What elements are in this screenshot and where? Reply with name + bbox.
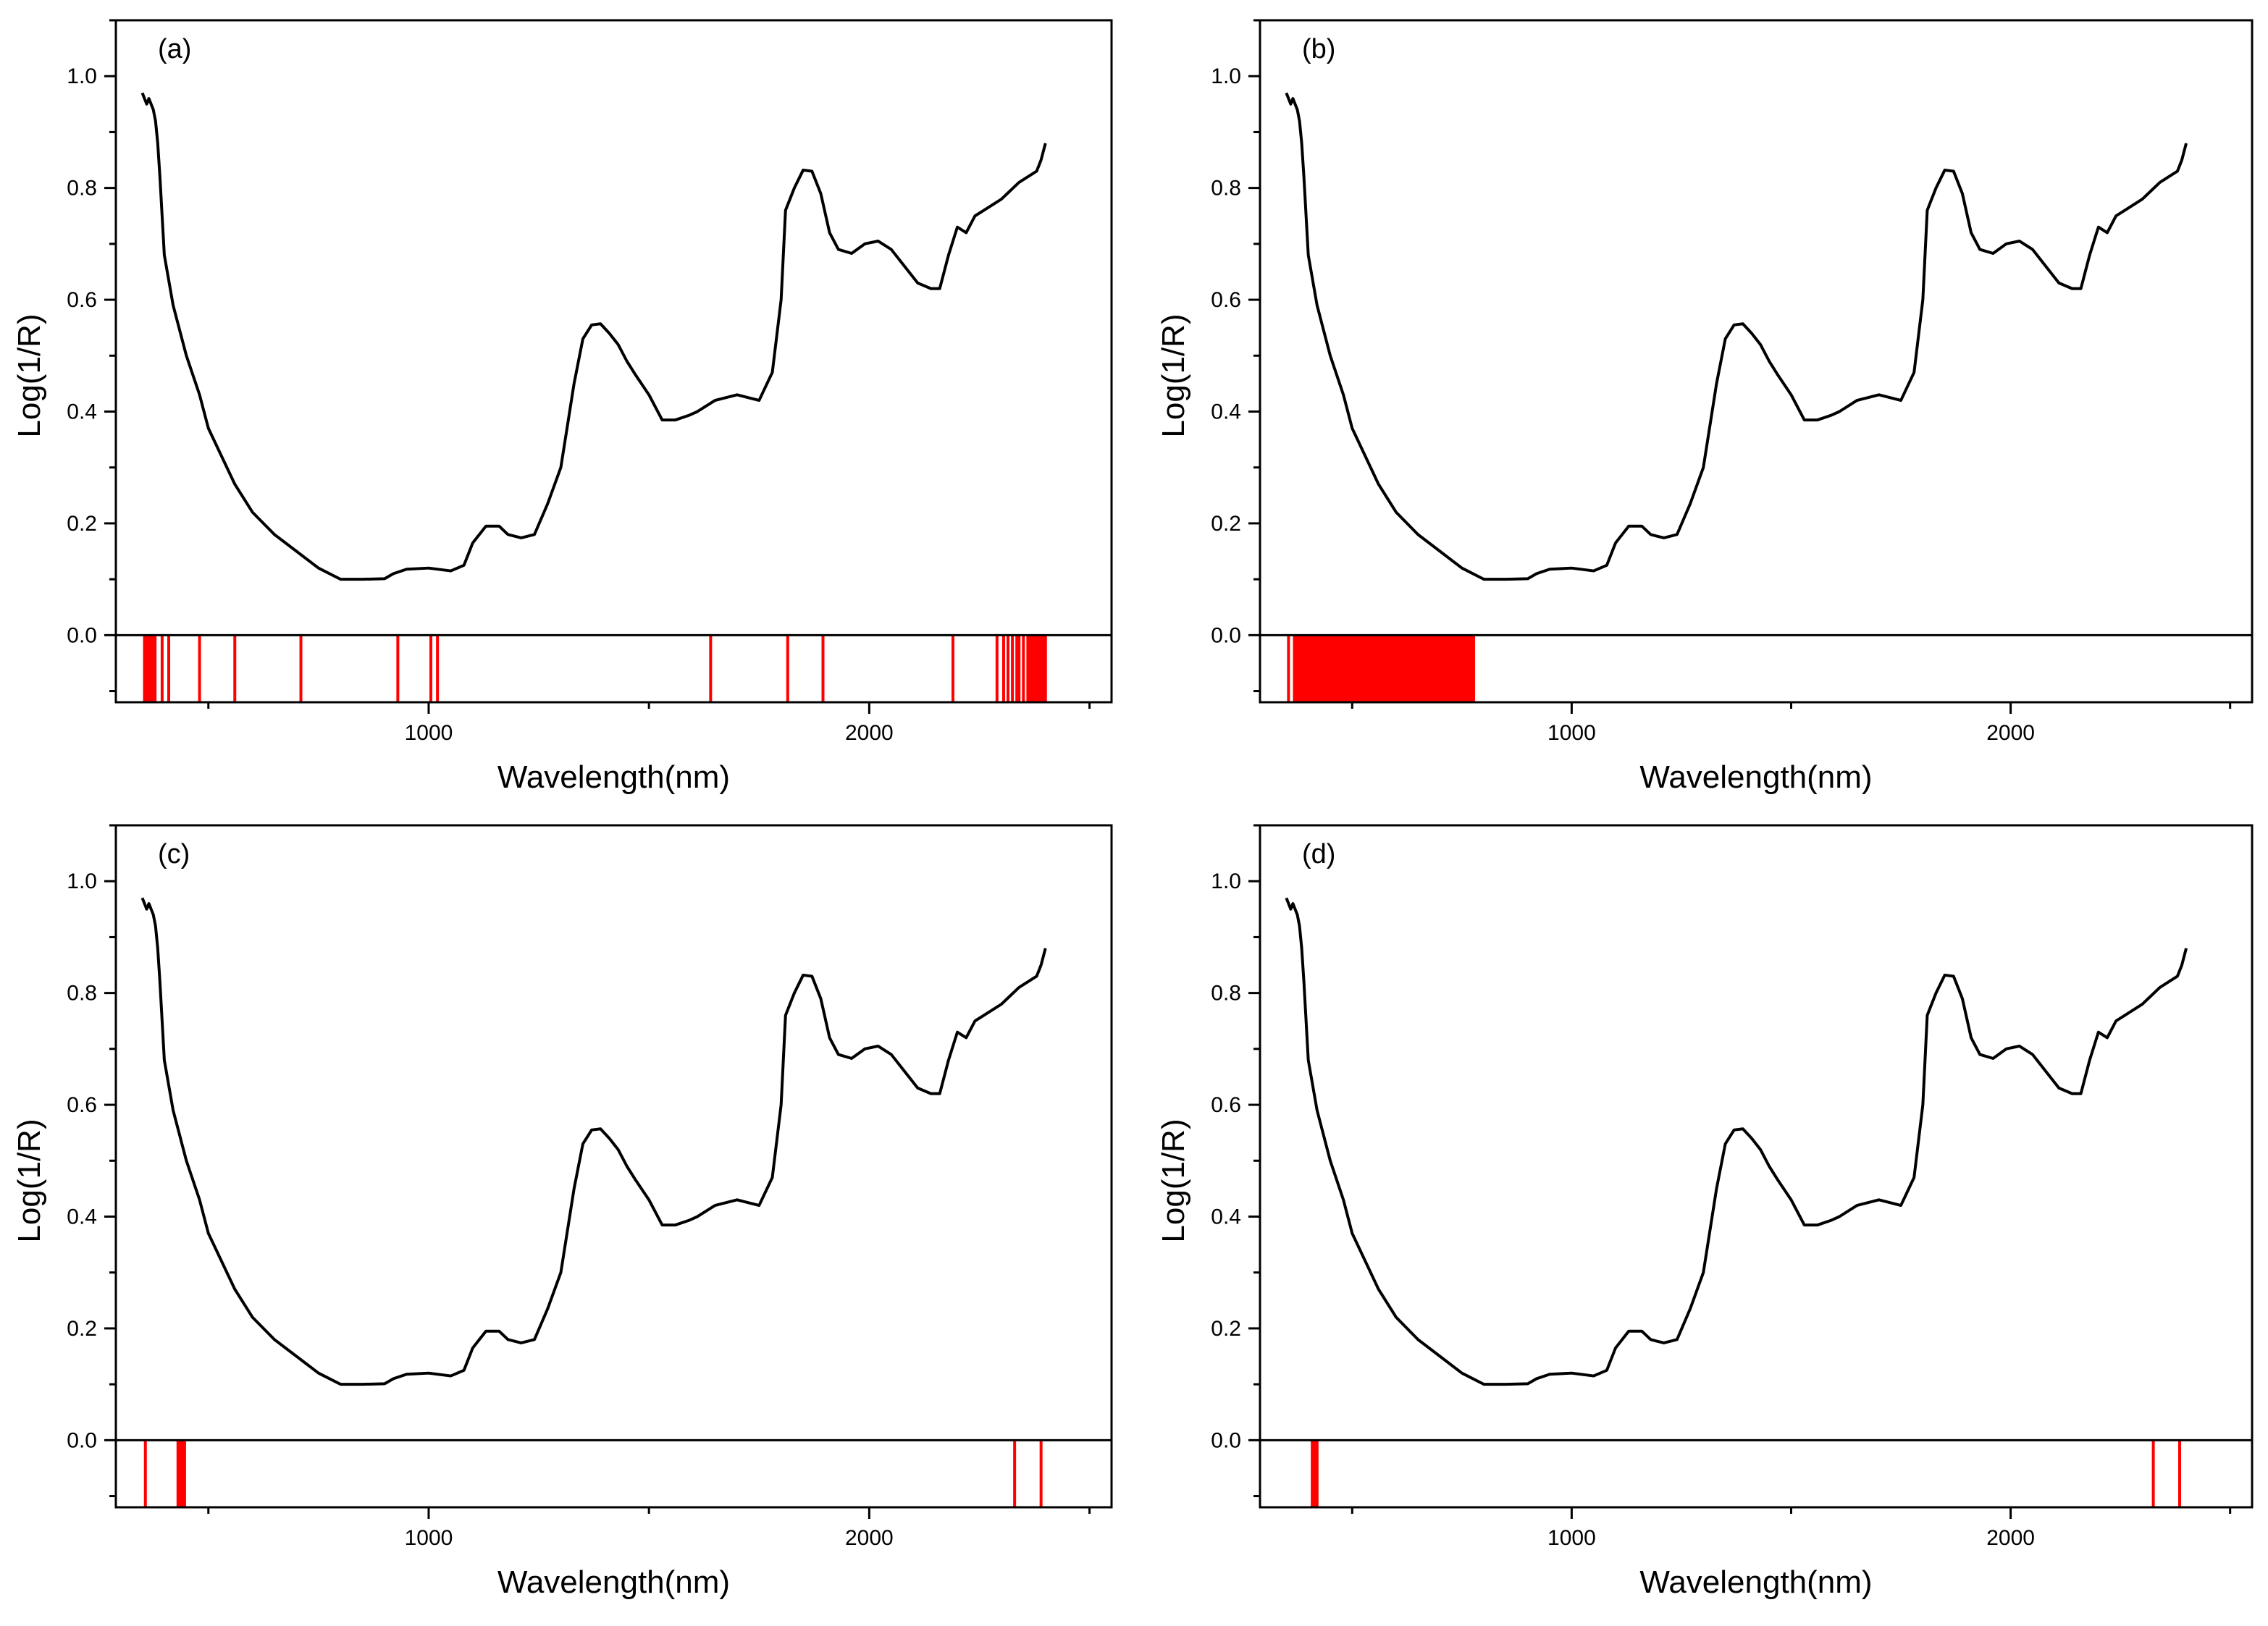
y-axis: 0.0 0.2 0.4 0.6 0.8 1.0 bbox=[1211, 824, 1260, 1498]
y-tick-label: 0.0 bbox=[67, 1428, 97, 1452]
y-tick-label: 1.0 bbox=[67, 64, 97, 88]
y-tick-label: 0.2 bbox=[67, 1317, 97, 1341]
x-tick-label: 2000 bbox=[1986, 1526, 2035, 1550]
chart-panel-1: 1000 2000 0.0 0.2 0.4 0.6 0.8 1.0 Wavelength(nm)… bbox=[12, 19, 1113, 795]
selected-band-range bbox=[1293, 635, 1476, 702]
selected-bands bbox=[1311, 1440, 2181, 1507]
y-tick-label: 0.4 bbox=[1211, 1205, 1241, 1229]
y-tick-label: 0.4 bbox=[67, 400, 97, 424]
y-axis-title: Log(1/R) bbox=[12, 313, 47, 437]
y-tick-label: 0.8 bbox=[67, 982, 97, 1006]
y-axis-title: Log(1/R) bbox=[1156, 313, 1191, 437]
y-tick-label: 1.0 bbox=[1211, 869, 1241, 893]
y-tick-label: 0.8 bbox=[67, 177, 97, 201]
x-tick-label: 2000 bbox=[1986, 721, 2035, 745]
spectrum-line bbox=[140, 92, 1047, 581]
selected-bands bbox=[1287, 635, 1476, 702]
panel-label: (d) bbox=[1302, 839, 1335, 869]
panel-label: (c) bbox=[158, 839, 190, 869]
y-tick-label: 0.0 bbox=[1211, 623, 1241, 647]
x-axis-title: Wavelength(nm) bbox=[1639, 1564, 1872, 1600]
y-tick-label: 1.0 bbox=[1211, 64, 1241, 88]
y-tick-label: 0.2 bbox=[1211, 1317, 1241, 1341]
plot-frame bbox=[1259, 824, 2254, 1509]
y-axis: 0.0 0.2 0.4 0.6 0.8 1.0 bbox=[67, 824, 116, 1498]
y-tick-label: 0.6 bbox=[1211, 288, 1241, 312]
plot-frame bbox=[114, 824, 1113, 1509]
y-tick-label: 0.4 bbox=[67, 1205, 97, 1229]
chart-panel-4: 1000 2000 0.0 0.2 0.4 0.6 0.8 1.0 Wavelength(nm)… bbox=[1156, 824, 2254, 1600]
x-axis: 1000 2000 bbox=[207, 1507, 1091, 1550]
x-axis-title: Wavelength(nm) bbox=[497, 759, 730, 795]
y-tick-label: 0.2 bbox=[1211, 512, 1241, 536]
spectrum-line bbox=[1285, 897, 2188, 1386]
y-axis-title: Log(1/R) bbox=[12, 1119, 47, 1242]
x-tick-label: 1000 bbox=[405, 721, 453, 745]
y-axis-title: Log(1/R) bbox=[1156, 1119, 1191, 1242]
selected-bands bbox=[143, 1440, 1043, 1507]
y-tick-label: 0.6 bbox=[67, 1093, 97, 1117]
chart-panel-3: 1000 2000 0.0 0.2 0.4 0.6 0.8 1.0 Wavelength(nm)… bbox=[12, 824, 1113, 1600]
panel-label: (a) bbox=[158, 34, 191, 64]
y-tick-label: 0.6 bbox=[1211, 1093, 1241, 1117]
y-tick-label: 0.0 bbox=[67, 623, 97, 647]
spectrum-line bbox=[140, 897, 1047, 1386]
selected-bands bbox=[143, 635, 1047, 702]
y-tick-label: 0.0 bbox=[1211, 1428, 1241, 1452]
x-tick-label: 1000 bbox=[1547, 721, 1596, 745]
y-tick-label: 0.2 bbox=[67, 512, 97, 536]
x-axis: 1000 2000 bbox=[1351, 1507, 2232, 1550]
y-axis: 0.0 0.2 0.4 0.6 0.8 1.0 bbox=[1211, 19, 1260, 693]
y-tick-label: 0.8 bbox=[1211, 177, 1241, 201]
x-tick-label: 2000 bbox=[845, 721, 894, 745]
x-axis: 1000 2000 bbox=[207, 702, 1091, 745]
x-tick-label: 2000 bbox=[845, 1526, 894, 1550]
y-tick-label: 1.0 bbox=[67, 869, 97, 893]
x-axis-title: Wavelength(nm) bbox=[1639, 759, 1872, 795]
chart-panel-2: 1000 2000 0.0 0.2 0.4 0.6 0.8 1.0 Wavelength(nm)… bbox=[1156, 19, 2254, 795]
panel-label: (b) bbox=[1302, 34, 1335, 64]
y-tick-label: 0.6 bbox=[67, 288, 97, 312]
y-axis: 0.0 0.2 0.4 0.6 0.8 1.0 bbox=[67, 19, 116, 693]
y-tick-label: 0.4 bbox=[1211, 400, 1241, 424]
x-tick-label: 1000 bbox=[405, 1526, 453, 1550]
plot-frame bbox=[1259, 19, 2254, 704]
x-axis: 1000 2000 bbox=[1351, 702, 2232, 745]
plot-frame bbox=[114, 19, 1113, 704]
spectrum-line bbox=[1285, 92, 2188, 581]
y-tick-label: 0.8 bbox=[1211, 982, 1241, 1006]
x-axis-title: Wavelength(nm) bbox=[497, 1564, 730, 1600]
x-tick-label: 1000 bbox=[1547, 1526, 1596, 1550]
